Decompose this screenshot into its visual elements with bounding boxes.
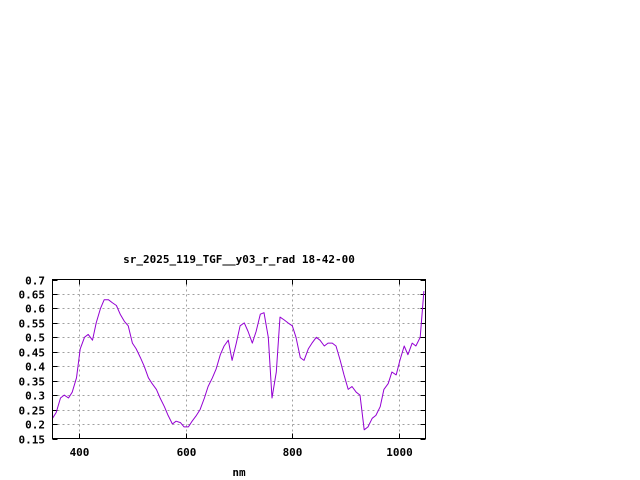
grid-lines: [52, 279, 426, 439]
x-tick-label: 800: [283, 446, 303, 459]
y-tick-label: 0.5: [25, 332, 45, 345]
y-tick-label: 0.35: [19, 376, 46, 389]
y-tick-label: 0.65: [19, 289, 46, 302]
plot-frame: [52, 279, 426, 439]
y-tick-label: 0.6: [25, 303, 45, 316]
chart-title: sr_2025_119_TGF__y03_r_rad 18-42-00: [123, 253, 355, 266]
x-tick-label: 600: [177, 446, 197, 459]
series-line: [52, 291, 425, 431]
series-lines: [52, 291, 425, 431]
y-tick-label: 0.2: [25, 419, 45, 432]
x-axis-label: nm: [232, 466, 246, 479]
y-tick-label: 0.25: [19, 405, 46, 418]
y-tick-label: 0.4: [25, 361, 45, 374]
x-tick-label: 400: [70, 446, 90, 459]
axis-ticks: [52, 279, 426, 440]
y-tick-label: 0.45: [19, 347, 46, 360]
y-tick-label: 0.3: [25, 390, 45, 403]
tick-labels: 0.15 0.20.25 0.30.35 0.40.45 0.50.55 0.60.650…: [19, 275, 413, 460]
y-tick-label: 0.55: [19, 318, 46, 331]
y-tick-label: 0.15: [19, 434, 46, 447]
y-tick-label: 0.7: [25, 275, 45, 288]
x-tick-label: 1000: [386, 446, 413, 459]
